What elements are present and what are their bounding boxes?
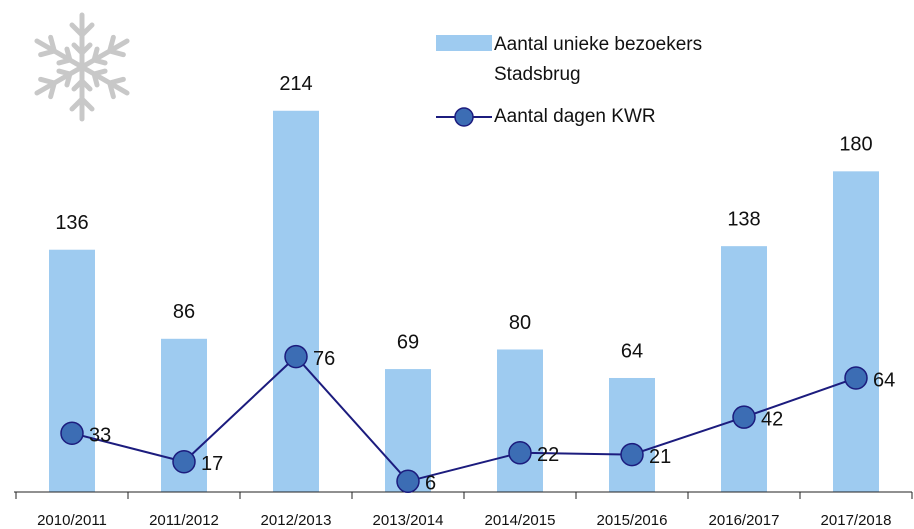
data-label: 6	[425, 473, 436, 495]
data-label: 138	[727, 208, 760, 230]
data-label: 42	[761, 408, 783, 430]
data-label: 21	[649, 446, 671, 468]
bar	[833, 171, 879, 493]
x-tick-label: 2010/2011	[37, 512, 107, 529]
data-label: 69	[397, 331, 419, 353]
data-label: 17	[201, 453, 223, 475]
data-label: 22	[537, 444, 559, 466]
line-marker	[284, 344, 308, 369]
data-label: 214	[279, 73, 312, 95]
snowflake-icon	[34, 12, 130, 122]
line-marker	[732, 405, 756, 429]
x-tick-label: 2015/2016	[597, 512, 668, 529]
x-tick-label: 2014/2015	[485, 512, 556, 529]
legend-label: Aantal dagen KWR	[494, 106, 656, 127]
legend-label: Aantal unieke bezoekers Stadsbrug	[494, 34, 703, 85]
data-label: 136	[55, 212, 88, 234]
bar	[273, 110, 319, 492]
legend-marker	[454, 107, 474, 127]
x-tick-label: 2012/2013	[261, 512, 332, 529]
legend-swatch	[436, 35, 492, 51]
x-tick-label: 2016/2017	[709, 512, 780, 529]
data-label: 64	[621, 340, 643, 362]
line-marker	[508, 441, 532, 465]
data-label: 64	[873, 369, 895, 391]
data-label: 180	[839, 134, 872, 156]
bar	[609, 377, 655, 492]
line-marker	[620, 442, 644, 467]
x-tick-label: 2011/2012	[149, 512, 219, 529]
bar	[497, 349, 543, 492]
line-marker	[172, 449, 196, 474]
bar	[49, 249, 95, 492]
x-tick-label: 2017/2018	[821, 512, 892, 529]
line-marker	[844, 366, 868, 390]
data-label: 76	[313, 348, 335, 370]
data-label: 80	[509, 312, 531, 334]
line-marker	[60, 421, 84, 445]
bar	[721, 246, 767, 492]
data-label: 33	[89, 424, 111, 446]
line-marker	[396, 469, 420, 494]
line	[71, 355, 857, 483]
x-tick-label: 2013/2014	[373, 512, 444, 529]
data-label: 86	[173, 301, 195, 323]
